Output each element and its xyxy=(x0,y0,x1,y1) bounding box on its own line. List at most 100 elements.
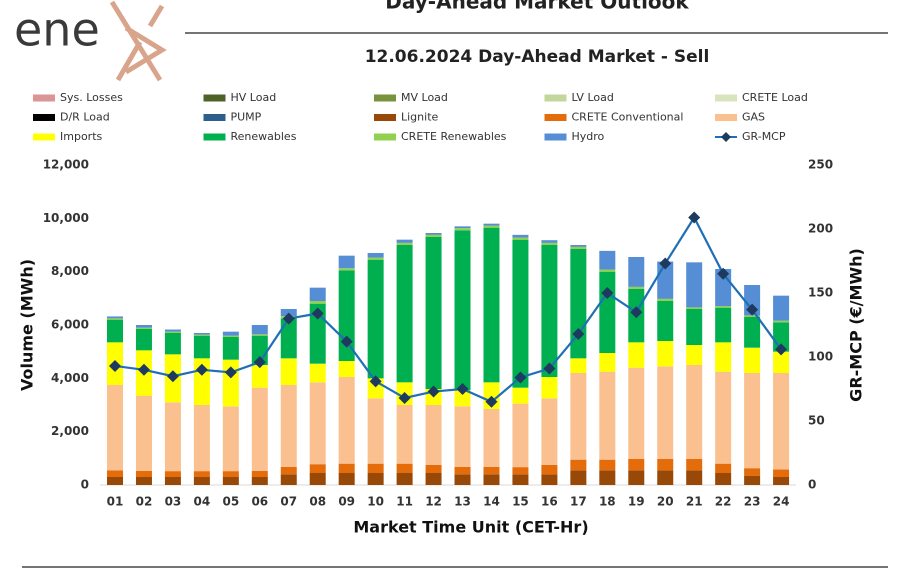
bar-segment xyxy=(599,269,616,272)
bar-segment xyxy=(773,320,790,323)
legend-label: Sys. Losses xyxy=(60,91,123,104)
bar-segment xyxy=(541,398,558,465)
bar-segment xyxy=(570,358,587,373)
bar-segment xyxy=(396,245,413,383)
x-tick-label: 04 xyxy=(194,495,211,509)
y-tick-label: 2,000 xyxy=(51,424,89,438)
bar-segment xyxy=(512,467,529,475)
legend-swatch xyxy=(544,114,567,121)
bar-segment xyxy=(193,335,210,359)
bar-segment xyxy=(367,257,384,260)
bar-segment xyxy=(512,403,529,468)
x-tick-label: 18 xyxy=(599,495,616,509)
bar-segment xyxy=(425,237,442,389)
x-tick-label: 12 xyxy=(425,495,442,509)
legend-swatch xyxy=(721,132,731,142)
bar-segment xyxy=(164,329,181,332)
bar-segment xyxy=(483,225,500,228)
bar-segment xyxy=(222,471,239,477)
bar-segment xyxy=(454,230,471,391)
bar-segment xyxy=(367,259,384,379)
x-tick-label: 17 xyxy=(570,495,587,509)
legend-swatch xyxy=(203,133,226,141)
logo: ene xyxy=(14,3,100,57)
bar-segment xyxy=(338,255,355,269)
legend-label: Lignite xyxy=(401,111,439,124)
bar-segment xyxy=(483,466,500,475)
x-axis-label: Market Time Unit (CET-Hr) xyxy=(353,518,588,537)
bar-segment xyxy=(483,474,500,485)
bar-segment xyxy=(338,463,355,473)
bar-segment xyxy=(338,361,355,377)
bar-segment xyxy=(222,337,239,360)
bar-segment xyxy=(715,463,732,473)
price-marker xyxy=(224,366,237,379)
y-tick-label: 8,000 xyxy=(51,264,89,278)
x-tick-label: 08 xyxy=(309,495,326,509)
bar-segment xyxy=(483,409,500,467)
price-marker xyxy=(688,211,701,224)
price-marker xyxy=(485,395,498,408)
bar-segment xyxy=(512,387,529,404)
x-tick-label: 20 xyxy=(657,495,674,509)
bar-segment xyxy=(599,353,616,372)
x-tick-label: 24 xyxy=(773,495,790,509)
bar-segment xyxy=(251,325,268,335)
price-marker xyxy=(543,362,556,375)
bar-segment xyxy=(744,468,761,476)
bar-segment xyxy=(454,390,471,407)
x-tick-label: 19 xyxy=(628,495,645,509)
legend-label: Imports xyxy=(60,130,103,143)
bar-segment xyxy=(251,365,268,388)
bar-segment xyxy=(628,342,645,368)
x-tick-label: 09 xyxy=(338,495,355,509)
y2-axis-label: GR-MCP (€/MWh) xyxy=(847,248,866,402)
price-marker xyxy=(195,363,208,376)
legend-swatch xyxy=(544,94,567,102)
x-tick-label: 22 xyxy=(715,495,732,509)
bar-segment xyxy=(367,463,384,473)
legend-swatch xyxy=(374,133,396,141)
y-tick-label: 12,000 xyxy=(43,158,89,172)
bar-segment xyxy=(657,298,674,301)
x-tick-label: 07 xyxy=(280,495,297,509)
price-marker xyxy=(456,383,469,395)
bar-segment xyxy=(454,406,471,467)
bar-segment xyxy=(280,385,297,467)
bar-segment xyxy=(454,466,471,475)
bar-segment xyxy=(135,329,152,351)
legend-label: HV Load xyxy=(231,91,277,104)
y2-tick-label: 250 xyxy=(808,158,833,172)
legend-label: Renewables xyxy=(231,130,297,143)
bar-segment xyxy=(512,474,529,485)
bar-segment xyxy=(773,351,790,373)
bar-segment xyxy=(454,226,471,229)
bar-segment xyxy=(396,463,413,473)
bar-segment xyxy=(164,402,181,472)
bar-segment xyxy=(483,227,500,383)
bar-segment xyxy=(338,377,355,464)
x-tick-label: 13 xyxy=(454,495,471,509)
bar-segment xyxy=(686,307,703,309)
legend-label: GAS xyxy=(742,111,765,124)
bar-segment xyxy=(425,233,442,235)
chart-title: Day-Ahead Market Outlook xyxy=(385,0,689,14)
logo-mark xyxy=(109,0,167,82)
legend-swatch xyxy=(374,94,396,102)
bar-segment xyxy=(251,470,268,477)
bar-segment xyxy=(715,342,732,372)
bar-segment xyxy=(657,458,674,471)
price-marker xyxy=(427,385,440,398)
bar-segment xyxy=(744,475,761,485)
bar-segment xyxy=(715,307,732,343)
bar-segment xyxy=(541,474,558,485)
bar-segment xyxy=(280,358,297,385)
x-tick-label: 23 xyxy=(744,495,761,509)
bar-segment xyxy=(309,382,326,465)
bar-segment xyxy=(599,470,616,485)
bar-segment xyxy=(135,470,152,477)
price-marker xyxy=(746,303,759,316)
bar-segment xyxy=(107,318,123,320)
price-marker xyxy=(282,312,295,325)
bar-segment xyxy=(309,464,326,473)
